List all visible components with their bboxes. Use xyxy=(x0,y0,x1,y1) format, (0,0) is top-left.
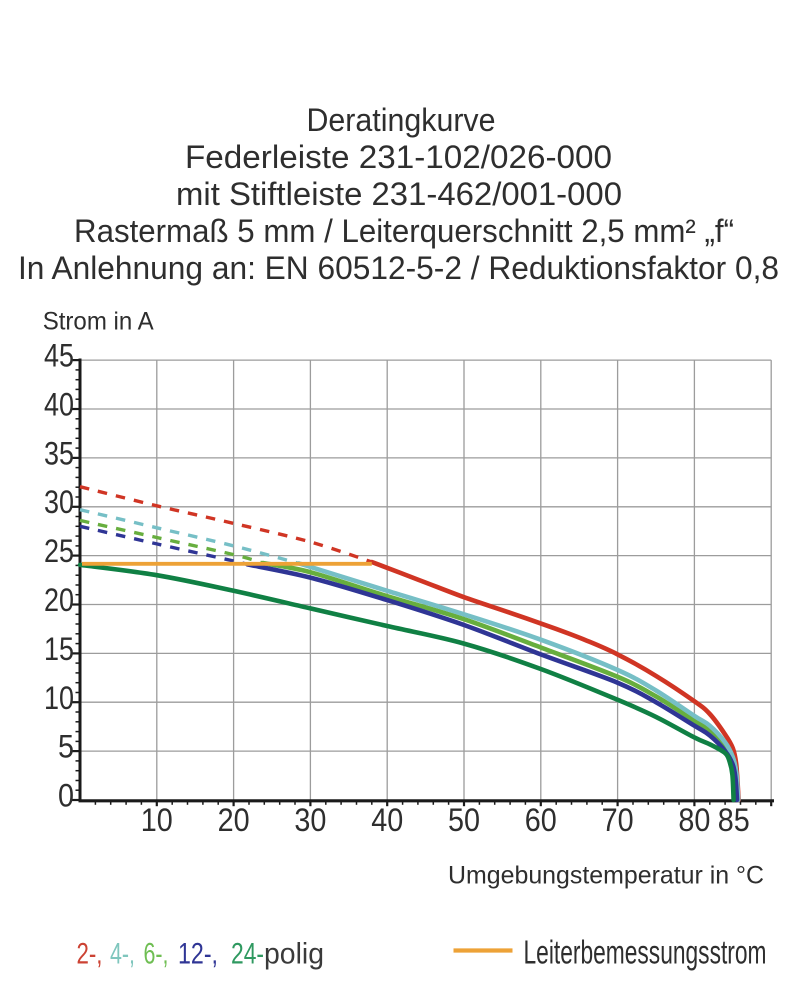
svg-text:10: 10 xyxy=(44,680,74,716)
svg-text:45: 45 xyxy=(44,338,74,374)
svg-text:Leiterbemessungsstrom: Leiterbemessungsstrom xyxy=(524,934,767,971)
svg-text:Umgebungstemperatur in °C: Umgebungstemperatur in °C xyxy=(448,862,764,890)
svg-text:10: 10 xyxy=(141,802,173,838)
svg-text:20: 20 xyxy=(44,582,74,618)
svg-text:Rastermaß 5 mm / Leiterquersch: Rastermaß 5 mm / Leiterquerschnitt 2,5 m… xyxy=(74,213,734,249)
svg-text:30: 30 xyxy=(44,484,74,520)
svg-text:mit Stiftleiste 231-462/001-00: mit Stiftleiste 231-462/001-000 xyxy=(176,176,622,212)
svg-text:4-,: 4-, xyxy=(110,938,135,971)
svg-text:35: 35 xyxy=(44,435,74,471)
svg-text:40: 40 xyxy=(371,802,403,838)
svg-text:40: 40 xyxy=(44,387,74,423)
svg-text:80: 80 xyxy=(678,802,710,838)
svg-text:70: 70 xyxy=(602,802,634,838)
svg-text:0: 0 xyxy=(58,778,74,814)
svg-text:50: 50 xyxy=(448,802,480,838)
svg-text:25: 25 xyxy=(44,533,74,569)
svg-text:Deratingkurve: Deratingkurve xyxy=(307,102,496,138)
svg-text:60: 60 xyxy=(525,802,557,838)
svg-text:85: 85 xyxy=(718,802,750,838)
svg-text:15: 15 xyxy=(44,631,74,667)
svg-text:30: 30 xyxy=(294,802,326,838)
svg-text:12-,: 12-, xyxy=(178,938,218,971)
svg-text:2-,: 2-, xyxy=(77,938,103,971)
svg-text:polig: polig xyxy=(264,938,324,971)
svg-text:In Anlehnung an: EN 60512-5-2: In Anlehnung an: EN 60512-5-2 / Reduktio… xyxy=(18,250,779,286)
svg-text:6-,: 6-, xyxy=(144,938,169,971)
svg-text:5: 5 xyxy=(58,729,74,765)
svg-text:Federleiste 231-102/026-000: Federleiste 231-102/026-000 xyxy=(185,139,612,175)
svg-text:24-: 24- xyxy=(231,938,264,971)
svg-text:Strom in A: Strom in A xyxy=(43,307,154,335)
svg-text:20: 20 xyxy=(218,802,250,838)
